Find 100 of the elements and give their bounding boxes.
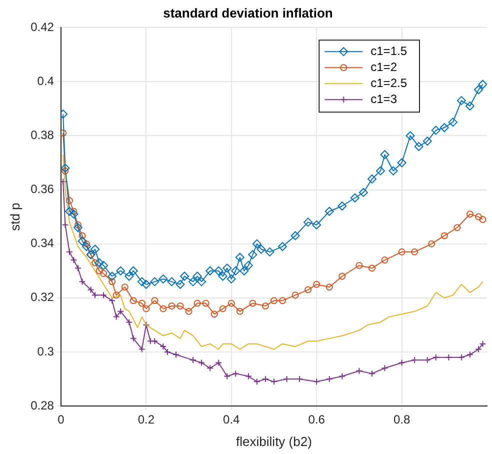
point (78, 232, 86, 240)
point (253, 378, 260, 386)
point (202, 300, 210, 307)
chart-title: standard deviation inflation (163, 5, 333, 20)
point (398, 359, 406, 366)
point (100, 270, 108, 278)
point (138, 346, 146, 353)
point (117, 308, 124, 315)
point (60, 130, 67, 137)
point (479, 216, 486, 224)
legend-label: c1=3 (370, 92, 398, 106)
point (70, 256, 78, 264)
point (142, 305, 150, 312)
y-axis-title: std p (7, 202, 22, 231)
point (381, 256, 388, 264)
point (454, 224, 461, 232)
point (66, 197, 73, 204)
point (151, 297, 158, 304)
point (381, 364, 388, 372)
point (356, 262, 363, 269)
y-tick-label: 0.42 (30, 20, 54, 34)
point (224, 372, 231, 380)
point (262, 302, 269, 310)
point (172, 351, 180, 358)
point (313, 378, 320, 386)
point (270, 378, 278, 386)
point (66, 248, 73, 256)
y-tick-label: 0.28 (30, 398, 54, 412)
point (194, 300, 201, 307)
point (232, 370, 240, 378)
point (74, 221, 82, 228)
point (326, 284, 333, 291)
point (440, 232, 448, 240)
x-tick-label: 0.6 (308, 412, 326, 427)
x-tick-label: 0.2 (138, 412, 155, 427)
point (244, 372, 252, 380)
point (74, 264, 82, 272)
point (466, 351, 474, 358)
point (326, 375, 333, 382)
point (100, 292, 108, 299)
point (398, 248, 406, 256)
point (130, 297, 137, 304)
y-tick-label: 0.4 (37, 74, 54, 88)
point (262, 375, 269, 382)
point (121, 284, 128, 291)
point (160, 305, 167, 312)
point (313, 280, 320, 288)
point (458, 354, 465, 361)
y-tick-label: 0.38 (30, 128, 54, 142)
point (368, 370, 376, 378)
point (279, 297, 286, 304)
point (356, 367, 363, 374)
point (70, 208, 78, 215)
point (138, 300, 146, 307)
point (62, 221, 69, 228)
point (151, 338, 158, 345)
point (168, 302, 176, 310)
point (236, 308, 244, 315)
point (198, 359, 206, 366)
point (445, 354, 452, 361)
point (96, 267, 103, 274)
point (249, 300, 256, 307)
point (428, 240, 436, 248)
legend-label: c1=2.5 (370, 76, 408, 90)
point (92, 259, 99, 266)
legend-label: c1=2 (370, 60, 398, 74)
point (228, 300, 235, 307)
point (62, 167, 69, 174)
x-tick-label: 0.8 (393, 412, 410, 427)
point (411, 248, 418, 256)
point (215, 359, 222, 366)
y-tick-label: 0.3 (37, 344, 54, 358)
y-tick-label: 0.36 (30, 182, 54, 196)
point (185, 308, 192, 315)
point (108, 278, 116, 286)
point (338, 272, 346, 280)
point (190, 356, 197, 364)
point (270, 297, 278, 304)
point (368, 264, 376, 272)
y-tick-label: 0.34 (30, 236, 54, 250)
y-tick-label: 0.32 (30, 290, 54, 304)
point (338, 372, 346, 380)
point (304, 286, 312, 294)
point (466, 210, 474, 218)
point (432, 354, 440, 361)
point (474, 346, 482, 353)
x-axis-title: flexibility (b2) (236, 434, 312, 449)
point (130, 334, 137, 342)
x-tick-label: 0.4 (223, 412, 240, 427)
point (176, 302, 184, 310)
point (474, 213, 482, 220)
point (292, 292, 299, 299)
point (112, 292, 120, 299)
point (83, 240, 90, 248)
point (126, 318, 133, 326)
point (112, 313, 120, 320)
point (108, 297, 116, 304)
legend-label: c1=1.5 (370, 44, 408, 58)
point (210, 310, 218, 318)
x-tick-label: 0 (58, 412, 65, 427)
